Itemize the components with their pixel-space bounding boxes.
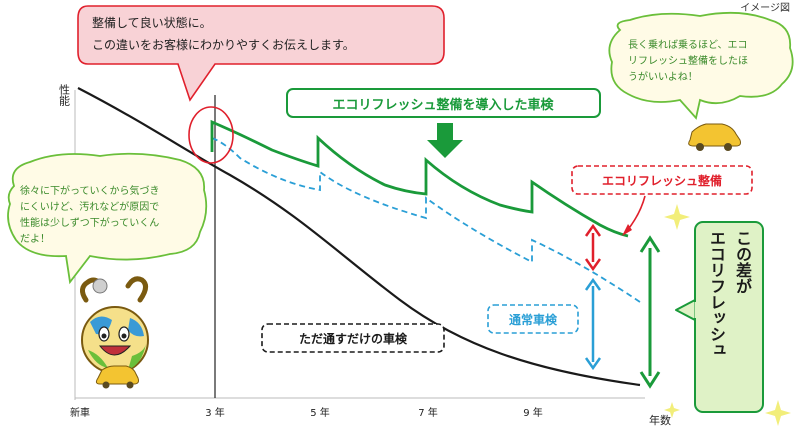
- label-pass-only-inspection: ただ通すだけの車検: [261, 323, 445, 353]
- small-car-body: [688, 123, 741, 147]
- callout-left-mascot-line-3: 性能は少しずつ下がっていくん: [20, 216, 159, 229]
- label-pass-only-inspection-box: [261, 323, 445, 353]
- green-gap-arrow-head-up-icon: [639, 235, 661, 253]
- blue-gap-arrow-head-up-icon: [584, 277, 602, 291]
- eco-refresh-performance-line: [210, 119, 629, 238]
- x-axis-label: 年数: [649, 413, 671, 427]
- red-gap-arrow: [584, 223, 602, 272]
- x-tick-5-years: 5 年: [310, 406, 330, 419]
- callout-top-right-bubble: [608, 11, 794, 120]
- callout-top-right: 長く乗れば乗るほど、エコ リフレッシュ整備をしたほ うがいいよね！: [608, 11, 794, 120]
- chart-axes: 性能 年数 新車 3 年 5 年 7 年 9 年: [58, 83, 672, 427]
- small-car-illustration: [688, 123, 741, 151]
- mascot-pupil-left: [101, 333, 107, 339]
- small-car-wheel-rear: [724, 143, 732, 151]
- sparkle-icon: [664, 402, 680, 418]
- y-axis-label-text: 性能: [58, 83, 71, 107]
- label-eco-refresh-inspection-text: エコリフレッシュ整備を導入した車検: [332, 97, 554, 113]
- callout-left-mascot-line-1: 徐々に下がっていくから気づき: [20, 184, 160, 197]
- callout-right-vertical-text: この差が エコリフレッシュ: [702, 230, 756, 406]
- mascot-pupil-right: [121, 333, 127, 339]
- callout-top-right-line-1: 長く乗れば乗るほど、エコ: [628, 39, 748, 51]
- label-eco-refresh-inspection-box: [286, 88, 601, 118]
- label-eco-refresh-service: エコリフレッシュ整備: [571, 165, 753, 195]
- red-gap-arrow-head-down-icon: [584, 258, 602, 272]
- x-tick-new-car: 新車: [70, 406, 90, 419]
- callout-top-left: 整備して良い状態に。 この違いをお客様にわかりやすくお伝えします。: [77, 5, 445, 102]
- callout-left-mascot-line-2: にくいけど、汚れなどが原因で: [20, 200, 159, 213]
- x-tick-3-years: 3 年: [205, 406, 225, 419]
- pointer-arrowhead-icon: [622, 224, 632, 236]
- callout-left-mascot: 徐々に下がっていくから気づき にくいけど、汚れなどが原因で 性能は少しずつ下がっ…: [7, 152, 208, 285]
- red-gap-arrow-head-up-icon: [584, 223, 602, 237]
- callout-left-mascot-bubble: [7, 152, 208, 285]
- mascot-body: [81, 306, 149, 374]
- label-pass-only-inspection-text: ただ通すだけの車検: [299, 331, 408, 346]
- callout-right-vertical: [675, 221, 764, 413]
- callout-right-vertical-line-2: エコリフレッシュ: [707, 230, 726, 358]
- callout-left-mascot-line-4: だよ！: [20, 233, 50, 245]
- label-eco-refresh-inspection: エコリフレッシュ整備を導入した車検: [286, 88, 601, 118]
- small-car-wheel-front: [696, 143, 704, 151]
- mascot-arm-right: [125, 276, 148, 303]
- sparkles: [664, 204, 791, 426]
- label-regular-inspection-text: 通常車検: [509, 312, 558, 327]
- x-tick-9-years: 9 年: [523, 406, 543, 419]
- mascot-wrench-icon: [92, 278, 108, 294]
- x-tick-7-years: 7 年: [418, 406, 438, 419]
- y-axis-label: 性能: [58, 83, 71, 107]
- green-gap-arrow-head-down-icon: [639, 371, 661, 389]
- mascot-character: [80, 276, 149, 389]
- callout-top-right-line-3: うがいいよね！: [628, 70, 698, 83]
- callout-top-left-line-1: 整備して良い状態に。: [92, 15, 212, 30]
- callout-right-vertical-pointer: [675, 299, 696, 321]
- mascot-globe-patch-3: [88, 350, 108, 368]
- label-regular-inspection-box: [487, 304, 579, 334]
- highlight-circle: [188, 106, 234, 164]
- mascot-globe-patch-4: [128, 344, 146, 370]
- image-note: イメージ図: [740, 2, 790, 14]
- regular-inspection-performance-line: [211, 128, 641, 303]
- mascot-mouth: [98, 345, 132, 356]
- callout-top-right-line-2: リフレッシュ整備をしたほ: [628, 54, 748, 67]
- sparkle-icon: [765, 400, 791, 426]
- sparkle-icon: [664, 204, 690, 230]
- pass-only-performance-line: [77, 87, 641, 387]
- blue-gap-arrow-head-down-icon: [584, 357, 602, 371]
- green-gap-arrow: [639, 235, 661, 389]
- callout-top-left-line-2: この違いをお客様にわかりやすくお伝えします。: [92, 37, 355, 52]
- mascot-globe-patch-2: [128, 318, 144, 337]
- down-arrow-icon: [427, 123, 463, 158]
- mascot-car-body: [95, 365, 139, 385]
- blue-gap-arrow: [584, 277, 602, 371]
- label-eco-refresh-service-text: エコリフレッシュ整備: [602, 173, 722, 188]
- callout-top-left-bubble: [77, 5, 445, 102]
- callout-right-vertical-line-1: この差が: [733, 230, 752, 294]
- label-regular-inspection: 通常車検: [487, 304, 579, 334]
- mascot-car-wheel-front: [102, 381, 110, 389]
- mascot-car-wheel-rear: [126, 381, 134, 389]
- label-eco-refresh-service-box: [571, 165, 753, 195]
